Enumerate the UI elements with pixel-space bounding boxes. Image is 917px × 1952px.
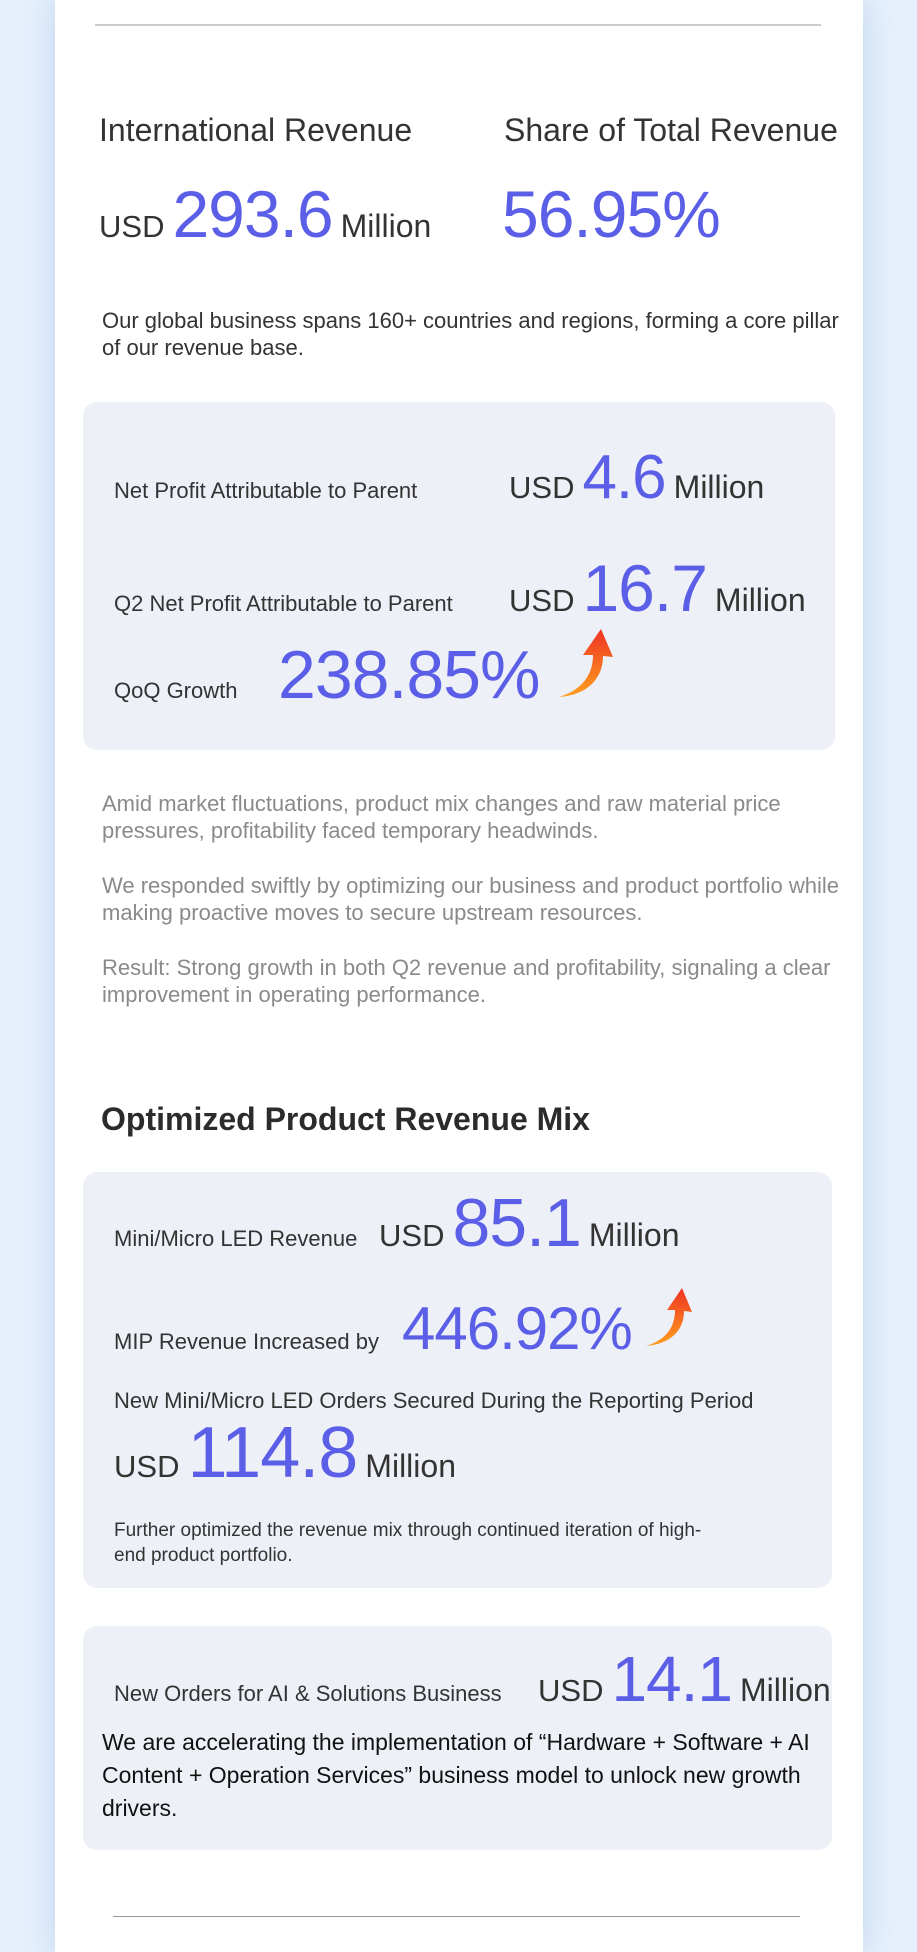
metric-label: MIP Revenue Increased by bbox=[114, 1329, 379, 1354]
currency: USD bbox=[509, 583, 575, 618]
metric-value: 293.6 bbox=[172, 177, 333, 251]
unit: Million bbox=[365, 1448, 456, 1484]
currency: USD bbox=[379, 1218, 445, 1253]
unit: Million bbox=[673, 469, 765, 505]
metric-label: QoQ Growth bbox=[114, 678, 238, 703]
paragraph: We responded swiftly by optimizing our b… bbox=[102, 873, 839, 925]
up-arrow-icon bbox=[646, 1288, 692, 1346]
metric-label: New Orders for AI & Solutions Business bbox=[114, 1681, 502, 1706]
metric-label: Share of Total Revenue bbox=[504, 112, 838, 148]
metric-value: 114.8 bbox=[187, 1413, 358, 1493]
card: International Revenue Share of Total Rev… bbox=[55, 0, 863, 1952]
currency: USD bbox=[509, 470, 575, 505]
metric-label: Q2 Net Profit Attributable to Parent bbox=[114, 591, 453, 616]
paragraph: Result: Strong growth in both Q2 revenue… bbox=[102, 955, 831, 1007]
unit: Million bbox=[588, 1217, 680, 1253]
unit: Million bbox=[714, 582, 806, 618]
metric-value: 16.7 bbox=[582, 551, 707, 625]
currency: USD bbox=[99, 209, 165, 244]
metric-value: 446.92% bbox=[402, 1295, 633, 1362]
metric-value: 14.1 bbox=[611, 1643, 733, 1715]
divider bbox=[113, 1916, 800, 1917]
currency: USD bbox=[114, 1449, 180, 1484]
paragraph: Further optimized the revenue mix throug… bbox=[114, 1520, 702, 1566]
metric-value: 238.85% bbox=[278, 637, 540, 713]
currency: USD bbox=[538, 1673, 604, 1708]
paragraph: We are accelerating the implementation o… bbox=[102, 1729, 810, 1821]
metric-label: Net Profit Attributable to Parent bbox=[114, 478, 418, 503]
metric-label: New Mini/Micro LED Orders Secured During… bbox=[114, 1388, 754, 1413]
section-heading: Optimized Product Revenue Mix bbox=[101, 1101, 590, 1137]
metric-value: 85.1 bbox=[452, 1185, 581, 1261]
paragraph: Amid market fluctuations, product mix ch… bbox=[102, 791, 781, 843]
paragraph: Our global business spans 160+ countries… bbox=[102, 308, 839, 360]
metric-label: Mini/Micro LED Revenue bbox=[114, 1226, 358, 1251]
ai-box: New Orders for AI & Solutions Business U… bbox=[83, 1626, 832, 1850]
unit: Million bbox=[740, 1672, 831, 1708]
unit: Million bbox=[340, 208, 432, 244]
mix-box: Mini/Micro LED Revenue USD 85.1 Million … bbox=[83, 1172, 832, 1588]
metric-value: 56.95% bbox=[502, 177, 721, 251]
metric-value: 4.6 bbox=[582, 443, 666, 512]
profit-box: Net Profit Attributable to Parent USD 4.… bbox=[83, 402, 835, 750]
divider bbox=[95, 24, 821, 26]
up-arrow-icon bbox=[559, 629, 613, 697]
metric-label: International Revenue bbox=[99, 112, 413, 148]
